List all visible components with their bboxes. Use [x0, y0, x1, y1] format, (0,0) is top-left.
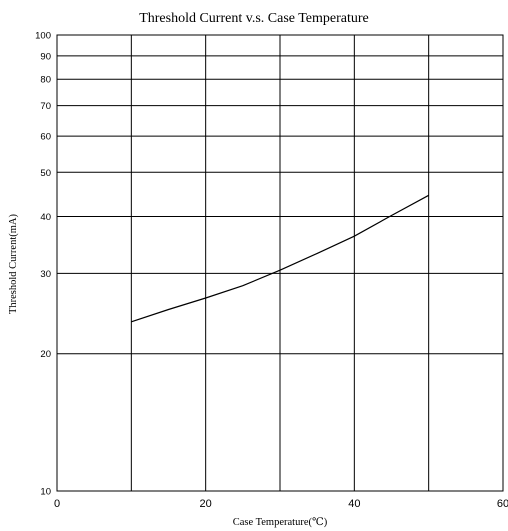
y-tick-label: 40 — [40, 212, 51, 223]
grid — [57, 35, 503, 491]
chart-title: Threshold Current v.s. Case Temperature — [139, 11, 369, 26]
x-tick-label: 20 — [200, 498, 212, 510]
x-tick-label: 60 — [497, 498, 508, 510]
x-axis-label: Case Temperature(℃) — [233, 517, 328, 528]
y-tick-label: 70 — [40, 101, 51, 112]
y-tick-label: 30 — [40, 269, 51, 280]
y-tick-label: 50 — [40, 168, 51, 179]
plot-frame — [56, 34, 504, 492]
series-layer — [131, 194, 429, 323]
y-tick-label: 60 — [40, 132, 51, 143]
x-tick-label: 40 — [348, 498, 360, 510]
y-tick-label: 100 — [35, 31, 51, 42]
x-tick-label: 0 — [54, 498, 60, 510]
y-axis-label: Threshold Current(mA) — [8, 213, 19, 314]
y-tick-label: 90 — [40, 51, 51, 62]
tick-labels: 10 20 30 40 50 60 70 80 90 100 0 20 40 60 — [35, 31, 508, 511]
y-tick-label: 80 — [40, 75, 51, 86]
y-tick-label: 20 — [40, 349, 51, 360]
series-line — [131, 194, 429, 323]
y-tick-label: 10 — [40, 487, 51, 498]
